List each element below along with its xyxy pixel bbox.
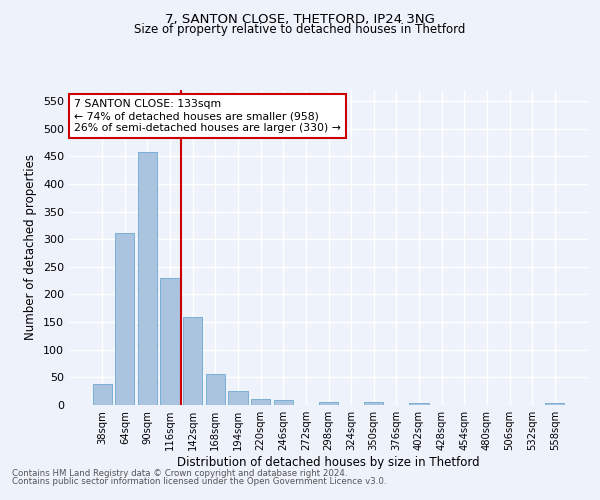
Bar [138,152,157,405]
Text: 7 SANTON CLOSE: 133sqm
← 74% of detached houses are smaller (958)
26% of semi-de: 7 SANTON CLOSE: 133sqm ← 74% of detached… [74,100,341,132]
Bar [545,403,565,405]
Text: Size of property relative to detached houses in Thetford: Size of property relative to detached ho… [134,22,466,36]
Y-axis label: Number of detached properties: Number of detached properties [25,154,37,340]
Text: 7, SANTON CLOSE, THETFORD, IP24 3NG: 7, SANTON CLOSE, THETFORD, IP24 3NG [165,12,435,26]
Bar [183,316,202,405]
X-axis label: Distribution of detached houses by size in Thetford: Distribution of detached houses by size … [177,456,480,469]
Bar [409,404,428,405]
Bar [92,384,112,405]
Bar [115,233,134,405]
Bar [160,278,180,405]
Bar [251,399,270,405]
Text: Contains HM Land Registry data © Crown copyright and database right 2024.: Contains HM Land Registry data © Crown c… [12,468,347,477]
Bar [229,391,248,405]
Bar [274,400,293,405]
Bar [206,374,225,405]
Text: Contains public sector information licensed under the Open Government Licence v3: Contains public sector information licen… [12,477,386,486]
Bar [319,402,338,405]
Bar [364,402,383,405]
